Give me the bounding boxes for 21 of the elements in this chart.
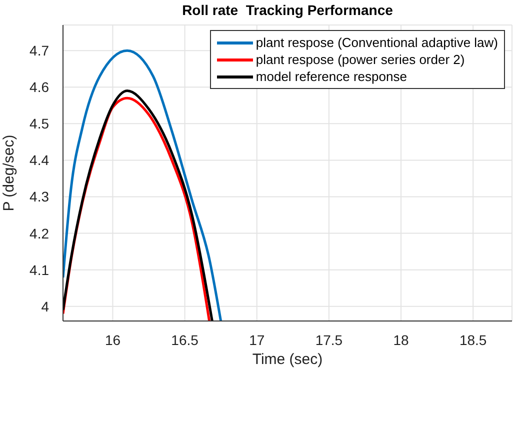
x-tick-label: 16 bbox=[104, 332, 121, 348]
legend-label: plant respose (Conventional adaptive law) bbox=[256, 35, 498, 50]
y-tick-label: 4.5 bbox=[30, 116, 50, 132]
y-tick-label: 4.4 bbox=[30, 152, 50, 168]
chart-title: Roll rate Tracking Performance bbox=[181, 2, 394, 18]
legend-label: model reference response bbox=[256, 69, 407, 84]
x-tick-label: 17.5 bbox=[315, 332, 343, 348]
y-tick-label: 4.6 bbox=[30, 79, 50, 96]
legend-label: plant respose (power series order 2) bbox=[256, 52, 465, 67]
y-tick-label: 4.1 bbox=[30, 262, 50, 278]
x-tick-label: 16.5 bbox=[171, 332, 199, 348]
y-tick-label: 4.3 bbox=[30, 188, 50, 205]
x-tick-label: 18.5 bbox=[459, 332, 487, 348]
y-tick-label: 4.7 bbox=[30, 42, 50, 59]
x-axis-title: Time (sec) bbox=[252, 351, 323, 368]
y-tick-label: 4.2 bbox=[30, 225, 50, 242]
y-tick-label: 4 bbox=[41, 298, 50, 314]
line-series bbox=[63, 49, 222, 321]
x-tick-label: 18 bbox=[393, 332, 410, 348]
y-axis-title: P (deg/sec) bbox=[0, 134, 18, 212]
x-tick-label: 17 bbox=[249, 332, 265, 348]
